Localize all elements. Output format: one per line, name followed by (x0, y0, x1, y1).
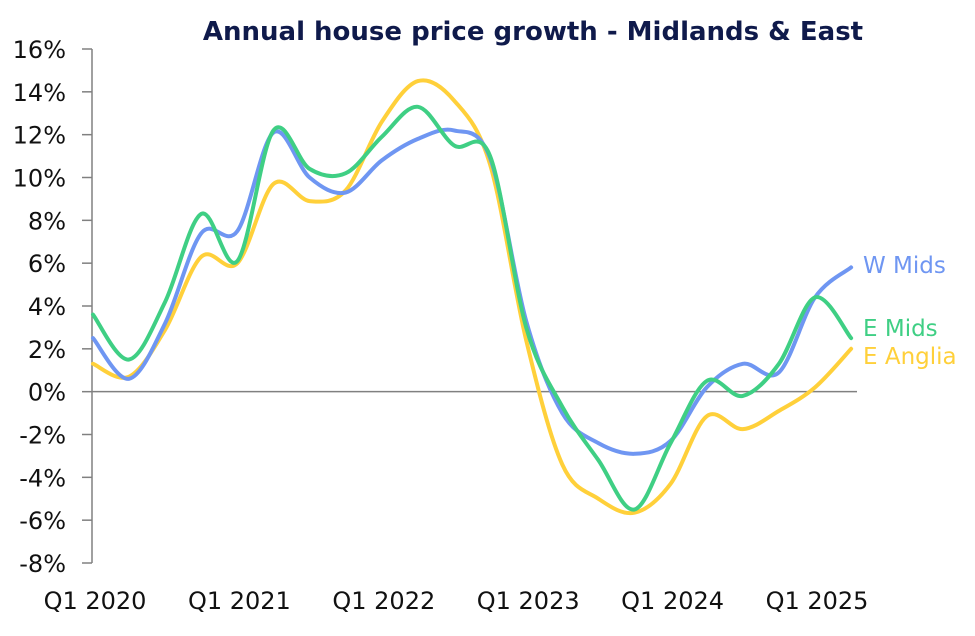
series-labels: E Anglia W Mids E Mids (863, 253, 957, 370)
y-tick-label: 6% (28, 250, 66, 278)
series-line-e-anglia (91, 78, 854, 516)
y-tick-label: -6% (19, 507, 66, 535)
y-tick-label: -8% (19, 550, 66, 578)
x-tick-label: Q1 2021 (188, 587, 291, 615)
y-tick-label: -4% (19, 464, 66, 492)
y-tick-label: -2% (19, 422, 66, 450)
chart-title: Annual house price growth - Midlands & E… (203, 17, 863, 47)
series-label-w-mids: W Mids (863, 253, 946, 279)
y-axis: 16% 14% 12% 10% 8% 6% 4% 2% 0% -2% -4% -6% -8% (13, 36, 857, 578)
x-tick-label: Q1 2020 (44, 587, 147, 615)
y-tick-label: 14% (13, 79, 66, 107)
y-tick-label: 12% (13, 122, 66, 150)
y-tick-label: 4% (28, 293, 66, 321)
series-label-e-mids: E Mids (863, 316, 938, 342)
x-axis: Q1 2020 Q1 2021 Q1 2022 Q1 2023 Q1 2024 Q1 20… (44, 587, 869, 615)
y-tick-label: 8% (28, 207, 66, 235)
series-label-e-anglia: E Anglia (863, 344, 957, 370)
x-tick-label: Q1 2025 (766, 587, 869, 615)
x-tick-label: Q1 2023 (477, 587, 580, 615)
series-line-e-mids (91, 104, 854, 512)
x-tick-label: Q1 2024 (621, 587, 724, 615)
series-group (91, 78, 854, 516)
y-tick-label: 0% (28, 379, 66, 407)
x-tick-label: Q1 2022 (332, 587, 435, 615)
y-tick-label: 2% (28, 336, 66, 364)
y-tick-label: 16% (13, 36, 66, 64)
y-tick-label: 10% (13, 165, 66, 193)
series-line-w-mids (91, 127, 854, 456)
